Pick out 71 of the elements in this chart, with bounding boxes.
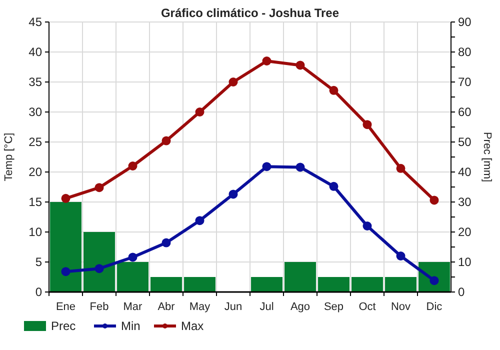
y2-tick-label: 50 <box>458 135 472 150</box>
x-tick-label: Ago <box>290 301 310 313</box>
legend-label: Min <box>121 319 140 334</box>
point <box>94 264 104 274</box>
y-tick-label: 15 <box>28 195 42 210</box>
x-tick-label: Sep <box>324 301 344 313</box>
point <box>329 182 338 191</box>
point <box>94 183 104 192</box>
x-tick-label: Jun <box>224 301 242 313</box>
point <box>162 238 171 248</box>
bar <box>385 277 416 292</box>
point <box>262 162 272 172</box>
y-tick-label: 5 <box>35 255 42 270</box>
point <box>228 190 238 199</box>
bar <box>352 277 383 292</box>
chart-title: Gráfico climático - Joshua Tree <box>160 6 340 20</box>
y-tick-label: 20 <box>28 165 42 180</box>
y2-tick-label: 40 <box>458 165 472 180</box>
point <box>61 194 70 203</box>
y-tick-label: 30 <box>28 105 42 120</box>
point <box>262 56 272 66</box>
bar <box>318 277 350 292</box>
y-tick-label: 45 <box>28 15 42 30</box>
bar <box>50 202 82 292</box>
legend-label: Prec <box>51 319 76 334</box>
y2-tick-label: 0 <box>458 285 465 300</box>
x-tick-label: Dic <box>426 301 443 313</box>
bar <box>284 262 316 292</box>
point <box>296 162 305 172</box>
y-tick-label: 10 <box>28 225 42 240</box>
point <box>195 108 204 116</box>
legend-label: Max <box>181 319 204 334</box>
bar <box>117 262 148 292</box>
x-tick-label: Nov <box>390 301 412 313</box>
bar <box>150 277 182 292</box>
point <box>362 222 372 230</box>
y2-tick-label: 80 <box>458 45 472 60</box>
y2-tick-label: 20 <box>458 225 472 240</box>
point <box>430 196 439 205</box>
y-axis-title: Temp [°C] <box>3 132 15 182</box>
point <box>362 120 372 130</box>
point <box>61 267 70 276</box>
x-tick-label: May <box>189 301 211 313</box>
point <box>329 86 338 95</box>
x-tick-label: Mar <box>123 301 143 313</box>
y2-tick-label: 10 <box>458 255 472 270</box>
point <box>396 252 406 260</box>
y2-tick-label: 60 <box>458 105 472 120</box>
point <box>228 78 238 86</box>
point <box>128 252 138 262</box>
y2-axis-title: Prec [mm] <box>481 132 493 182</box>
bar <box>84 232 115 292</box>
bar <box>184 277 216 292</box>
x-tick-label: Feb <box>90 301 109 313</box>
y2-tick-label: 30 <box>458 195 472 210</box>
point <box>162 136 171 146</box>
point <box>296 60 305 70</box>
x-tick-label: Ene <box>56 301 76 313</box>
x-tick-label: Oct <box>358 301 376 313</box>
y-tick-label: 40 <box>28 45 42 60</box>
x-tick-label: Jul <box>260 301 274 313</box>
point <box>195 216 204 226</box>
y2-tick-label: 90 <box>458 15 472 30</box>
y-tick-label: 35 <box>28 75 42 90</box>
y-tick-label: 25 <box>28 135 42 150</box>
x-tick-label: Abr <box>158 301 176 313</box>
y-tick-label: 0 <box>35 285 42 300</box>
point <box>396 164 406 173</box>
y2-tick-label: 70 <box>458 75 472 90</box>
point <box>128 162 138 170</box>
bar <box>251 277 282 292</box>
